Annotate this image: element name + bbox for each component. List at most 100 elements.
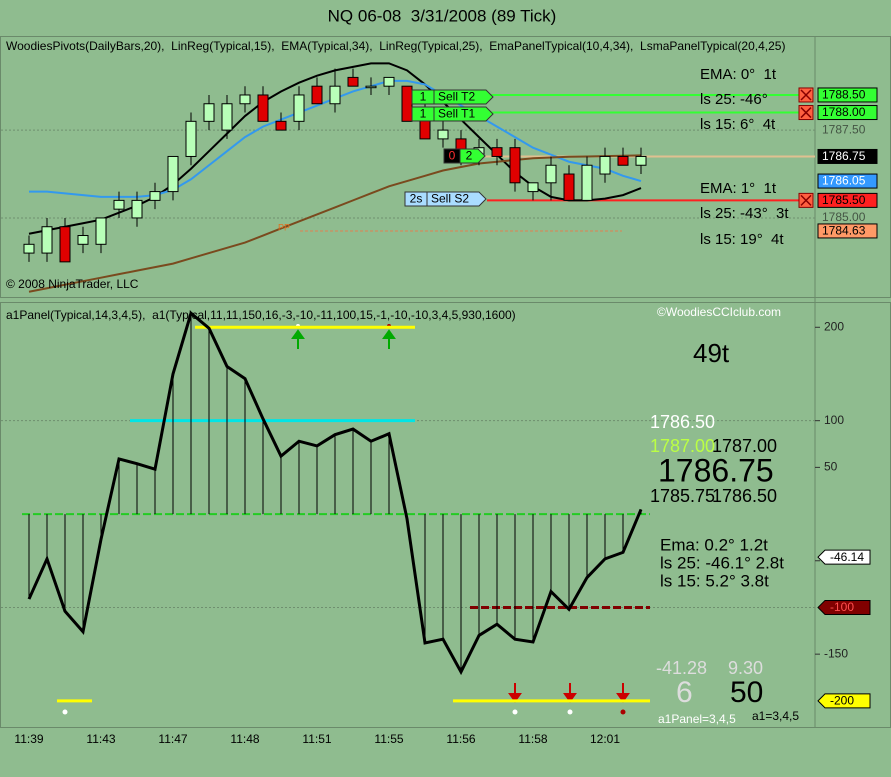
annotation: 1786.50: [650, 412, 715, 432]
candle-body: [599, 155, 611, 175]
candle-body: [581, 164, 593, 201]
annotation: a1Panel=3,4,5: [658, 712, 736, 726]
annotation: 9.30: [728, 658, 763, 678]
tag-text: 2: [466, 149, 473, 163]
candle-body: [41, 226, 53, 254]
annotation: 49t: [693, 338, 730, 368]
candle-body: [221, 103, 233, 131]
annotation: ls 25: -46°: [700, 91, 768, 108]
annotation: © 2008 NinjaTrader, LLC: [6, 277, 139, 291]
candle-body: [239, 94, 251, 105]
annotation: 50: [730, 676, 763, 709]
tag-box: [426, 191, 487, 207]
candle-body: [59, 226, 71, 263]
down-arrows: [508, 683, 630, 703]
price-box: [817, 105, 878, 121]
x-tick-label: 11:47: [158, 732, 187, 746]
x-tick-label: 11:39: [14, 732, 43, 746]
tag-box: [459, 148, 486, 164]
indicator-line: [28, 154, 642, 293]
annotation: ls 15: 6° 4t: [700, 116, 776, 133]
candle-body: [401, 85, 413, 122]
tag-count: 1: [420, 107, 427, 121]
candle-body: [365, 85, 377, 89]
oscillator-line: [27, 310, 643, 676]
candle-body: [77, 235, 89, 245]
annotation: ls 25: -46.1° 2.8t: [660, 553, 784, 572]
price-box: [817, 173, 878, 189]
candle-body: [23, 243, 35, 254]
level-box-label: -46.14: [830, 550, 864, 564]
annotation: 1787.00: [650, 436, 715, 456]
candle-body: [95, 217, 107, 245]
candle-body: [185, 120, 197, 157]
annotation: PP: [278, 222, 290, 232]
candle-body: [311, 85, 323, 105]
price-box: [817, 192, 878, 208]
tag-count: 0: [449, 149, 456, 163]
x-tick-label: 11:51: [302, 732, 331, 746]
annotation: 6: [676, 676, 693, 709]
annotation: ls 15: 5.2° 3.8t: [660, 571, 769, 590]
candle-body: [509, 147, 521, 184]
annotation: ©WoodiesCCIclub.com: [657, 305, 781, 319]
price-box-label: 1788.00: [822, 105, 866, 119]
price-box-label: 1785.50: [822, 193, 866, 207]
candle-body: [257, 94, 269, 122]
tag-text: Sell T2: [438, 90, 475, 104]
x-tick-label: 12:01: [590, 732, 620, 746]
annotation: EMA: 1° 1t: [700, 180, 777, 197]
candle-body: [203, 103, 215, 122]
y-tick-label: 1785.00: [822, 210, 866, 224]
tag-box: [433, 106, 494, 122]
y-tick-label: 100: [824, 413, 844, 427]
candle-body: [635, 155, 647, 166]
candle-body: [347, 76, 359, 87]
price-box-label: 1788.50: [822, 88, 866, 102]
level-box: [817, 549, 871, 565]
candle-body: [383, 76, 395, 87]
annotation: -41.28: [656, 658, 707, 678]
x-tick-label: 11:48: [230, 732, 259, 746]
up-arrows: [291, 329, 396, 349]
annotation: a1=3,4,5: [752, 709, 799, 723]
indicator-list: WoodiesPivots(DailyBars,20), LinReg(Typi…: [6, 39, 785, 53]
annotation: Ema: 0.2° 1.2t: [660, 535, 768, 554]
candle-body: [275, 120, 287, 131]
tag-box: [433, 89, 494, 105]
annotation: 1787.00: [712, 436, 777, 456]
panel-title: a1Panel(Typical,14,3,4,5), a1(Typical,11…: [6, 308, 516, 322]
y-tick-label: -150: [824, 646, 848, 660]
annotation: EMA: 0° 1t: [700, 66, 777, 83]
candle-body: [293, 94, 305, 122]
candle-body: [563, 173, 575, 201]
price-box-label: 1784.63: [822, 224, 866, 238]
candle-body: [527, 182, 539, 193]
close-x: [800, 194, 812, 206]
candle-body: [617, 155, 629, 166]
annotation: ls 25: -43° 3t: [700, 205, 789, 222]
tag-count: 1: [420, 90, 427, 104]
chart-title: NQ 06-08 3/31/2008 (89 Tick): [328, 6, 557, 25]
candle-body: [131, 199, 143, 219]
tag-text: Sell T1: [438, 107, 475, 121]
close-x: [800, 89, 812, 101]
y-tick-label: 200: [824, 319, 844, 333]
annotation: ls 15: 19° 4t: [700, 231, 784, 248]
candle-body: [491, 147, 503, 157]
price-box-label: 1786.05: [822, 174, 866, 188]
price-box-label: 1786.75: [822, 149, 866, 163]
level-box-label: -100: [830, 600, 854, 614]
y-tick-label: 1787.50: [822, 122, 866, 136]
price-box: [817, 223, 878, 239]
level-box-label: -200: [830, 694, 854, 708]
candle-body: [113, 199, 125, 210]
x-tick-label: 11:58: [518, 732, 547, 746]
close-x: [800, 107, 812, 119]
candle-body: [437, 129, 449, 140]
level-box: [817, 693, 871, 709]
candle-body: [545, 164, 557, 184]
